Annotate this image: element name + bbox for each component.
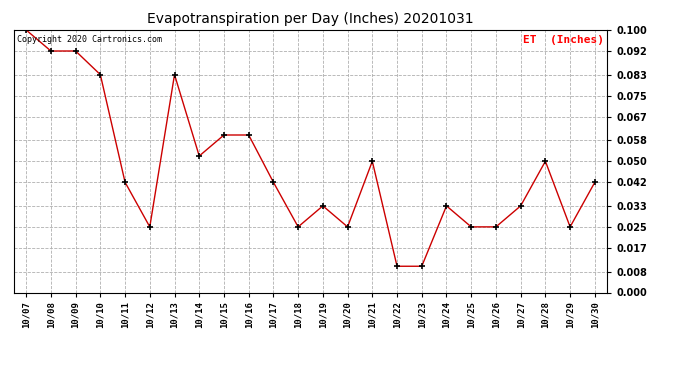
Text: ET  (Inches): ET (Inches) [523,35,604,45]
Title: Evapotranspiration per Day (Inches) 20201031: Evapotranspiration per Day (Inches) 2020… [147,12,474,26]
Text: Copyright 2020 Cartronics.com: Copyright 2020 Cartronics.com [17,35,161,44]
